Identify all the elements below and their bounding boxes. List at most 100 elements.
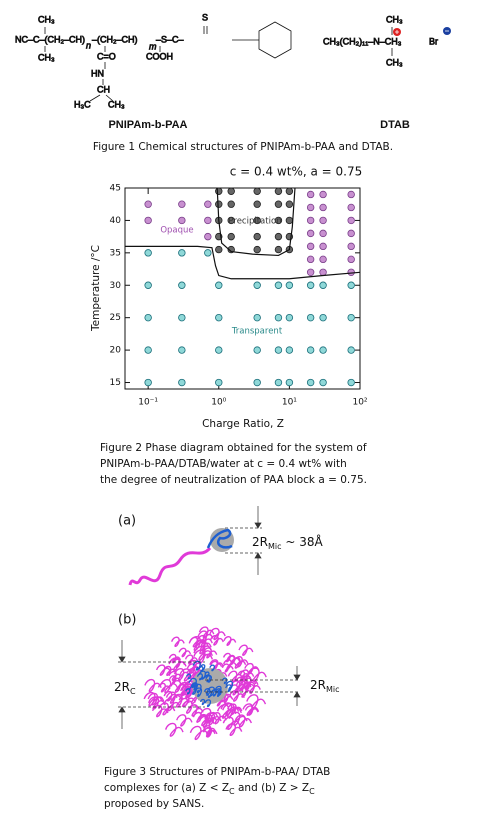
point xyxy=(306,203,315,212)
shell-loop xyxy=(185,688,191,695)
point xyxy=(306,229,315,238)
chem-label: –(CH₂–CH) xyxy=(92,34,138,44)
point xyxy=(285,346,294,354)
corona-loop xyxy=(238,644,254,656)
caption-part: and (b) Z > Z xyxy=(235,782,309,794)
point xyxy=(347,203,355,212)
point xyxy=(274,200,283,208)
pnipam-chain xyxy=(128,546,212,586)
point xyxy=(144,313,152,322)
point xyxy=(253,281,261,289)
dimension-label: 2RC xyxy=(114,680,136,696)
chart-title: c = 0.4 wt%, a = 0.75 xyxy=(230,165,363,179)
plus-sign xyxy=(395,30,399,34)
shell-loop xyxy=(209,664,216,672)
point xyxy=(215,245,223,254)
y-tick-label: 40 xyxy=(110,216,122,226)
chem-label: CH₃ xyxy=(38,52,55,62)
corona-loop xyxy=(168,653,181,664)
point xyxy=(274,346,283,354)
dimension-part: 2R xyxy=(114,680,130,694)
x-axis-label: Charge Ratio, Z xyxy=(202,418,284,430)
region-label: Transparent xyxy=(231,327,283,337)
corona-loop xyxy=(151,704,169,718)
chem-label: CH₃(CH₂)₁₁–N–CH₃ xyxy=(323,36,402,46)
point xyxy=(178,281,186,289)
point xyxy=(215,281,223,289)
corona-loop xyxy=(222,652,236,663)
figure3-drawing xyxy=(118,506,301,741)
chem-label: H₃C xyxy=(74,99,91,109)
point xyxy=(285,200,294,208)
paa-chain xyxy=(206,528,233,549)
point xyxy=(227,187,235,195)
point xyxy=(215,313,223,322)
point xyxy=(144,378,152,387)
point xyxy=(306,190,315,199)
point xyxy=(253,245,261,254)
chem-label: HN xyxy=(91,68,104,78)
corona-loop xyxy=(164,722,184,737)
benzene-ring xyxy=(258,21,292,59)
point xyxy=(319,242,327,251)
point xyxy=(215,346,223,354)
dimension-label: 2RMic ~ 38Å xyxy=(252,534,323,551)
point xyxy=(253,378,261,387)
point xyxy=(253,313,261,322)
point xyxy=(204,232,212,241)
compound-name: DTAB xyxy=(380,119,410,131)
corona-loop xyxy=(188,659,203,671)
point xyxy=(347,242,355,251)
region-label: Opaque xyxy=(160,226,193,236)
corona-loop xyxy=(233,656,249,668)
point xyxy=(144,249,152,257)
corona-loop xyxy=(162,665,177,676)
point xyxy=(319,346,327,354)
corona-loop xyxy=(204,714,218,724)
corona-loop xyxy=(193,645,214,661)
chem-label: S xyxy=(202,12,208,22)
chem-label: –S–C– xyxy=(156,34,184,44)
corona-loop xyxy=(171,636,185,648)
point xyxy=(285,187,294,195)
shell-loop xyxy=(225,680,234,691)
point xyxy=(347,216,355,225)
point xyxy=(285,216,294,225)
plot-frame xyxy=(124,187,361,390)
point xyxy=(204,200,212,208)
phase-boundary xyxy=(125,245,361,280)
chem-label: CH₃ xyxy=(38,14,55,24)
micelle-core xyxy=(210,528,234,552)
chem-label: m xyxy=(149,41,157,51)
corona-loop xyxy=(172,658,186,669)
point xyxy=(319,190,327,199)
corona-loop xyxy=(163,698,181,712)
point xyxy=(204,249,212,257)
point xyxy=(319,378,327,387)
caption-line: Figure 3 Structures of PNIPAm-b-PAA/ DTA… xyxy=(104,766,330,778)
chem-label: n xyxy=(86,40,91,50)
corona-loop xyxy=(155,664,172,676)
point xyxy=(253,346,261,354)
point xyxy=(215,378,223,387)
y-axis-label: Temperature /°C xyxy=(90,245,102,332)
corona-loop xyxy=(176,684,193,697)
chem-label: CH₃ xyxy=(108,99,125,109)
x-tick-label: 10⁰ xyxy=(211,398,226,408)
caption-line: proposed by SANS. xyxy=(104,798,204,810)
point xyxy=(347,190,355,199)
point xyxy=(319,268,327,276)
chemical-structures: CH₃ NC–C–(CH₂–CH)n–(CH₂–CH) m–S–C– S CH₃ C=O H… xyxy=(15,12,451,110)
point xyxy=(274,378,283,387)
point xyxy=(144,346,152,354)
dimension-part: ~ 38Å xyxy=(282,534,324,549)
x-tick-label: 10⁻¹ xyxy=(138,398,158,408)
corona-loop xyxy=(195,641,212,655)
corona-loop xyxy=(244,705,259,716)
dimension-part: Mic xyxy=(268,542,282,551)
panel-label: (a) xyxy=(118,514,136,529)
point xyxy=(227,232,235,241)
corona-loop xyxy=(188,636,209,652)
shell-loop xyxy=(186,673,192,680)
shell-loop xyxy=(204,671,210,678)
